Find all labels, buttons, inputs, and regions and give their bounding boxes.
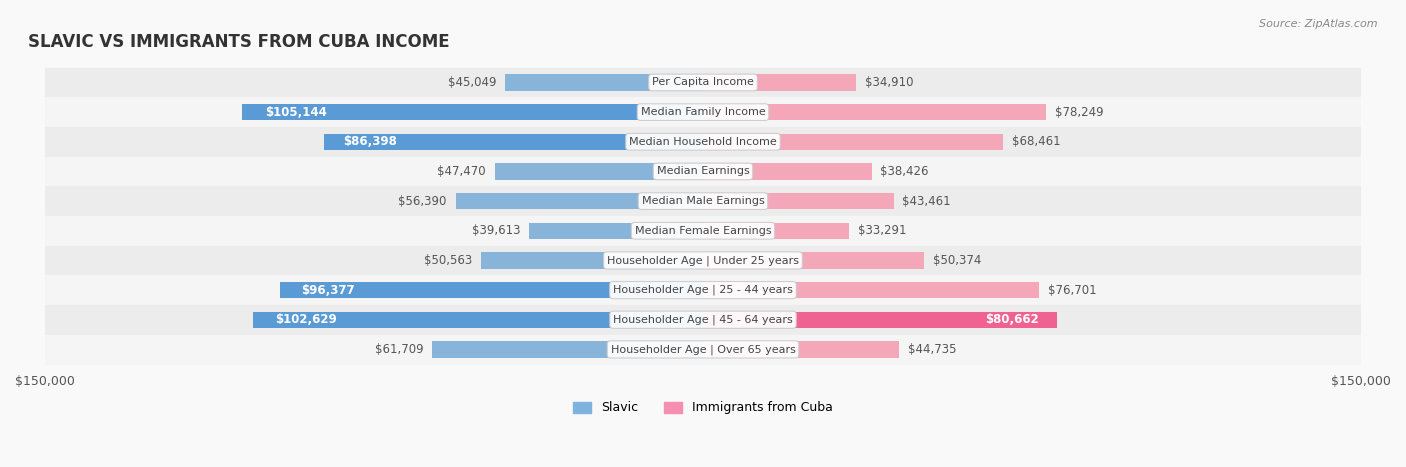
Text: $45,049: $45,049	[449, 76, 496, 89]
Bar	[323, 134, 703, 150]
Bar	[253, 311, 703, 328]
Bar	[703, 163, 872, 180]
Bar	[703, 104, 1046, 120]
Text: $76,701: $76,701	[1049, 283, 1097, 297]
Bar	[45, 156, 1361, 186]
Bar	[45, 275, 1361, 305]
Bar	[505, 74, 703, 91]
Text: $50,374: $50,374	[932, 254, 981, 267]
Text: Householder Age | Over 65 years: Householder Age | Over 65 years	[610, 344, 796, 354]
Text: $33,291: $33,291	[858, 224, 907, 237]
Bar	[45, 68, 1361, 97]
Text: $34,910: $34,910	[865, 76, 914, 89]
Bar	[703, 311, 1057, 328]
Bar	[45, 334, 1361, 364]
Bar	[481, 252, 703, 269]
Bar	[495, 163, 703, 180]
Bar	[432, 341, 703, 358]
Text: Median Male Earnings: Median Male Earnings	[641, 196, 765, 206]
Text: Householder Age | 45 - 64 years: Householder Age | 45 - 64 years	[613, 314, 793, 325]
Text: $78,249: $78,249	[1054, 106, 1104, 119]
Text: $86,398: $86,398	[343, 135, 396, 149]
Legend: Slavic, Immigrants from Cuba: Slavic, Immigrants from Cuba	[568, 396, 838, 419]
Text: $61,709: $61,709	[375, 343, 423, 356]
Bar	[280, 282, 703, 298]
Bar	[45, 305, 1361, 334]
Text: $38,426: $38,426	[880, 165, 929, 178]
Text: Source: ZipAtlas.com: Source: ZipAtlas.com	[1260, 19, 1378, 28]
Text: Median Family Income: Median Family Income	[641, 107, 765, 117]
Text: $47,470: $47,470	[437, 165, 486, 178]
Text: $102,629: $102,629	[276, 313, 337, 326]
Text: $105,144: $105,144	[264, 106, 326, 119]
Bar	[45, 246, 1361, 275]
Text: Median Household Income: Median Household Income	[628, 137, 778, 147]
Text: $39,613: $39,613	[472, 224, 520, 237]
Bar	[703, 252, 924, 269]
Bar	[703, 193, 894, 209]
Text: Householder Age | Under 25 years: Householder Age | Under 25 years	[607, 255, 799, 266]
Text: $80,662: $80,662	[986, 313, 1039, 326]
Text: $50,563: $50,563	[425, 254, 472, 267]
Bar	[456, 193, 703, 209]
Bar	[703, 341, 900, 358]
Bar	[703, 134, 1004, 150]
Bar	[45, 127, 1361, 156]
Bar	[703, 282, 1039, 298]
Bar	[703, 223, 849, 239]
Bar	[45, 186, 1361, 216]
Text: $96,377: $96,377	[301, 283, 354, 297]
Bar	[45, 216, 1361, 246]
Text: $44,735: $44,735	[908, 343, 956, 356]
Text: $56,390: $56,390	[398, 195, 447, 208]
Text: Median Earnings: Median Earnings	[657, 166, 749, 177]
Bar	[703, 74, 856, 91]
Bar	[242, 104, 703, 120]
Text: $43,461: $43,461	[903, 195, 950, 208]
Text: Householder Age | 25 - 44 years: Householder Age | 25 - 44 years	[613, 285, 793, 295]
Text: Per Capita Income: Per Capita Income	[652, 78, 754, 87]
Text: $68,461: $68,461	[1012, 135, 1060, 149]
Bar	[45, 97, 1361, 127]
Text: SLAVIC VS IMMIGRANTS FROM CUBA INCOME: SLAVIC VS IMMIGRANTS FROM CUBA INCOME	[28, 33, 450, 51]
Bar	[529, 223, 703, 239]
Text: Median Female Earnings: Median Female Earnings	[634, 226, 772, 236]
